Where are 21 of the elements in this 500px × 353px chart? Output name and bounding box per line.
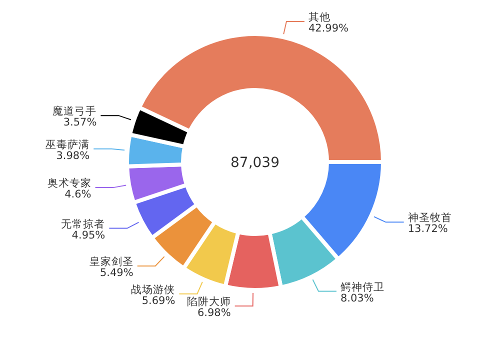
slice-label: 魔道弓手 <box>52 104 97 118</box>
data-label: 13.72% <box>408 223 448 236</box>
slice-label: 巫毒萨满 <box>46 138 90 151</box>
slice-label: 无常掠者 <box>61 217 106 230</box>
slice-label: 奥术专家 <box>47 176 92 190</box>
data-label: 6.98% <box>197 306 231 319</box>
data-label: 5.49% <box>100 266 134 279</box>
slice-label: 陷阱大师 <box>186 294 231 308</box>
data-label: 4.95% <box>72 229 106 242</box>
data-label: 42.99% <box>308 22 349 34</box>
data-label: 4.6% <box>64 188 92 201</box>
slice-label: 其他 <box>308 10 330 24</box>
text: 87,039 <box>230 155 280 171</box>
slice-label: 皇家剑圣 <box>89 254 134 268</box>
data-label: 8.03% <box>340 292 374 304</box>
slice-label: 战场游侠 <box>131 284 176 296</box>
data-label: 3.98% <box>56 150 90 162</box>
slice-label: 神圣牧首 <box>408 211 452 224</box>
slice-label: 鳄神侍卫 <box>340 280 384 294</box>
data-label: 5.69% <box>142 294 176 307</box>
data-label: 3.57% <box>63 116 97 129</box>
